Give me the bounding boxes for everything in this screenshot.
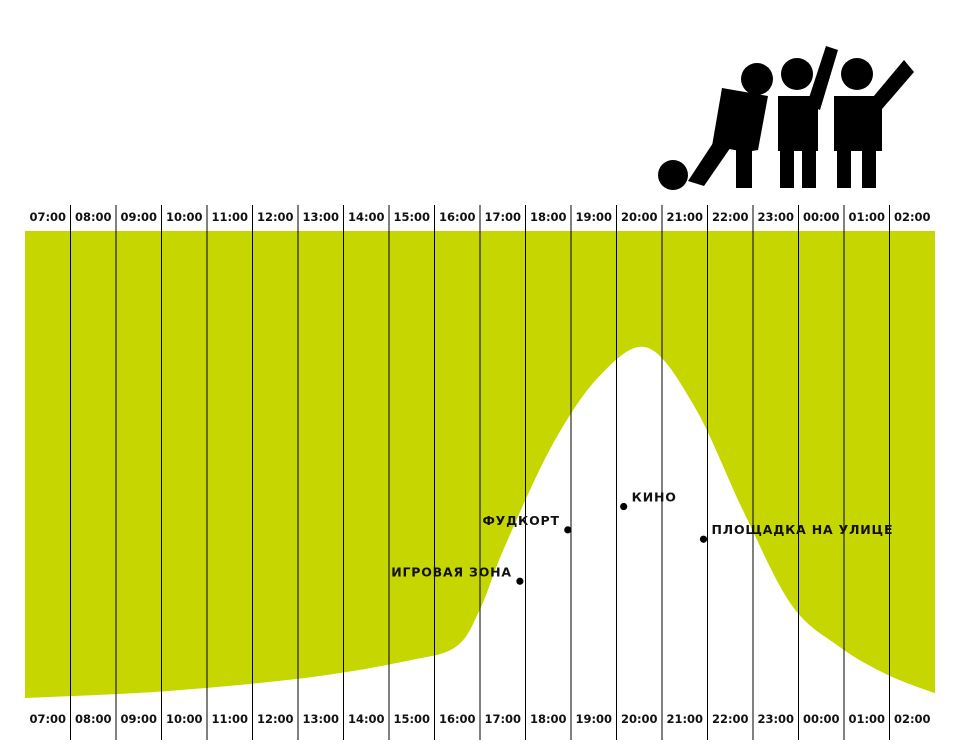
annotation-dot bbox=[620, 502, 628, 511]
x-tick-label-top: 09:00 bbox=[120, 210, 157, 224]
x-tick-label-bottom: 23:00 bbox=[757, 712, 794, 726]
annotation-label: ФУДКОРТ bbox=[482, 513, 559, 528]
x-tick-label-top: 16:00 bbox=[439, 210, 476, 224]
annotation-label: ПЛОЩАДКА НА УЛИЦЕ bbox=[712, 522, 894, 537]
x-tick-label-top: 10:00 bbox=[166, 210, 203, 224]
x-tick-label-bottom: 18:00 bbox=[530, 712, 567, 726]
x-tick-label-bottom: 07:00 bbox=[29, 712, 66, 726]
x-tick-label-top: 11:00 bbox=[211, 210, 248, 224]
x-tick-label-bottom: 21:00 bbox=[666, 712, 703, 726]
x-tick-label-top: 22:00 bbox=[712, 210, 749, 224]
x-tick-label-bottom: 22:00 bbox=[712, 712, 749, 726]
x-tick-label-top: 01:00 bbox=[848, 210, 885, 224]
x-tick-label-top: 00:00 bbox=[803, 210, 840, 224]
x-tick-label-bottom: 14:00 bbox=[348, 712, 385, 726]
annotation-dot bbox=[699, 535, 708, 543]
x-tick-label-top: 08:00 bbox=[75, 210, 112, 224]
x-tick-label-top: 23:00 bbox=[757, 210, 794, 224]
x-tick-label-top: 12:00 bbox=[257, 210, 294, 224]
x-tick-label-top: 20:00 bbox=[621, 210, 658, 224]
annotation-label: КИНО bbox=[632, 490, 677, 505]
x-tick-label-bottom: 19:00 bbox=[575, 712, 612, 726]
x-tick-label-top: 15:00 bbox=[393, 210, 430, 224]
annotation-label: ИГРОВАЯ ЗОНА bbox=[391, 564, 512, 579]
x-tick-label-bottom: 16:00 bbox=[439, 712, 476, 726]
x-tick-label-bottom: 11:00 bbox=[211, 712, 248, 726]
x-tick-label-top: 18:00 bbox=[530, 210, 567, 224]
x-tick-label-top: 19:00 bbox=[575, 210, 612, 224]
people-playing-pictogram bbox=[658, 46, 914, 190]
x-tick-label-bottom: 20:00 bbox=[621, 712, 658, 726]
x-tick-label-top: 21:00 bbox=[666, 210, 703, 224]
x-tick-label-top: 13:00 bbox=[302, 210, 339, 224]
annotation-dot bbox=[564, 526, 572, 534]
x-tick-label-bottom: 12:00 bbox=[257, 712, 294, 726]
x-tick-label-top: 17:00 bbox=[484, 210, 521, 224]
x-tick-label-bottom: 00:00 bbox=[803, 712, 840, 726]
x-tick-label-top: 07:00 bbox=[29, 210, 66, 224]
x-tick-label-bottom: 08:00 bbox=[75, 712, 112, 726]
x-tick-label-bottom: 01:00 bbox=[848, 712, 885, 726]
annotation-dot bbox=[516, 577, 524, 585]
x-tick-label-bottom: 10:00 bbox=[166, 712, 203, 726]
x-tick-label-bottom: 09:00 bbox=[120, 712, 157, 726]
x-tick-label-bottom: 15:00 bbox=[393, 712, 430, 726]
x-tick-label-bottom: 02:00 bbox=[894, 712, 931, 726]
x-tick-label-bottom: 17:00 bbox=[484, 712, 521, 726]
x-tick-label-bottom: 13:00 bbox=[302, 712, 339, 726]
x-tick-label-top: 14:00 bbox=[348, 210, 385, 224]
x-tick-label-top: 02:00 bbox=[894, 210, 931, 224]
